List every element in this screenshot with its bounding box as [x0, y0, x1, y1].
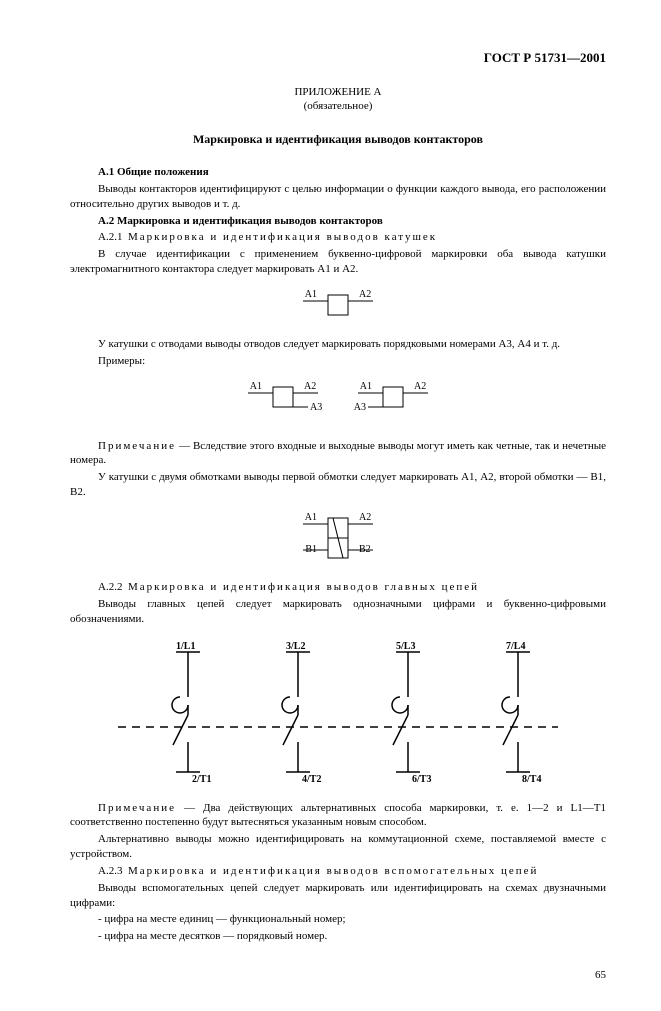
a21-p4: У катушки с двумя обмотками выводы перво… — [70, 470, 606, 500]
svg-text:A3: A3 — [354, 402, 366, 413]
svg-text:A2: A2 — [359, 289, 371, 300]
a21-heading-text: А.2.1 — [98, 231, 128, 243]
svg-text:7/L4: 7/L4 — [506, 641, 525, 652]
svg-text:A1: A1 — [305, 289, 317, 300]
a21-p2: У катушки с отводами выводы отводов след… — [70, 337, 606, 352]
page-number: 65 — [70, 969, 606, 981]
appendix-subtitle: (обязательное) — [70, 100, 606, 112]
svg-text:A2: A2 — [414, 381, 426, 392]
note1-label: Примечание — [98, 440, 176, 452]
a21-heading-spaced: Маркировка и идентификация выводов катуш… — [128, 231, 437, 243]
svg-text:6/T3: 6/T3 — [412, 774, 431, 785]
appendix-title: ПРИЛОЖЕНИЕ А — [70, 86, 606, 98]
svg-text:8/T4: 8/T4 — [522, 774, 541, 785]
svg-text:A2: A2 — [304, 381, 316, 392]
a22-heading-spaced: Маркировка и идентификация выводов главн… — [128, 581, 479, 593]
svg-text:1/L1: 1/L1 — [176, 641, 195, 652]
a22-heading-num: А.2.2 — [98, 581, 128, 593]
a23-li2: - цифра на месте десятков — порядковый н… — [70, 929, 606, 944]
note2: Примечание — Два действующих альтернатив… — [70, 801, 606, 831]
svg-text:A1: A1 — [360, 381, 372, 392]
a22-heading: А.2.2 Маркировка и идентификация выводов… — [70, 580, 606, 595]
diagram-coil-a1-a2: A1 A2 — [70, 287, 606, 323]
svg-text:3/L2: 3/L2 — [286, 641, 305, 652]
svg-text:A1: A1 — [250, 381, 262, 392]
a23-heading-num: А.2.3 — [98, 865, 128, 877]
diagram-coil-taps: A1 A2 A3 A1 A2 A3 — [70, 379, 606, 425]
a23-p1: Выводы вспомогательных цепей следует мар… — [70, 881, 606, 911]
a22-p2: Альтернативно выводы можно идентифициров… — [70, 832, 606, 862]
a23-li1: - цифра на месте единиц — функциональный… — [70, 912, 606, 927]
document-page: ГОСТ Р 51731—2001 ПРИЛОЖЕНИЕ А (обязател… — [0, 0, 661, 1011]
standard-header: ГОСТ Р 51731—2001 — [70, 50, 606, 66]
svg-text:A3: A3 — [310, 402, 322, 413]
a1-p1: Выводы контакторов идентифицируют с цель… — [70, 182, 606, 212]
svg-text:4/T2: 4/T2 — [302, 774, 321, 785]
a21-heading: А.2.1 Маркировка и идентификация выводов… — [70, 230, 606, 245]
diagram-main-circuits: 1/L1 2/T1 3/L2 — [70, 637, 606, 787]
a2-heading: А.2 Маркировка и идентификация выводов к… — [70, 214, 606, 229]
a22-p1: Выводы главных цепей следует маркировать… — [70, 597, 606, 627]
svg-text:5/L3: 5/L3 — [396, 641, 415, 652]
note1: Примечание — Вследствие этого входные и … — [70, 439, 606, 469]
a21-p3: Примеры: — [70, 354, 606, 369]
svg-text:A1: A1 — [305, 512, 317, 523]
note2-label: Примечание — [98, 802, 176, 814]
a23-heading: А.2.3 Маркировка и идентификация выводов… — [70, 864, 606, 879]
main-title: Маркировка и идентификация выводов конта… — [70, 132, 606, 147]
body: А.1 Общие положения Выводы контакторов и… — [70, 165, 606, 944]
diagram-coil-two-windings: A1 A2 B1 B2 — [70, 510, 606, 566]
svg-text:2/T1: 2/T1 — [192, 774, 211, 785]
svg-text:A2: A2 — [359, 512, 371, 523]
a1-heading: А.1 Общие положения — [70, 165, 606, 180]
a21-p1: В случае идентификации с применением бук… — [70, 247, 606, 277]
a23-heading-spaced: Маркировка и идентификация выводов вспом… — [128, 865, 538, 877]
